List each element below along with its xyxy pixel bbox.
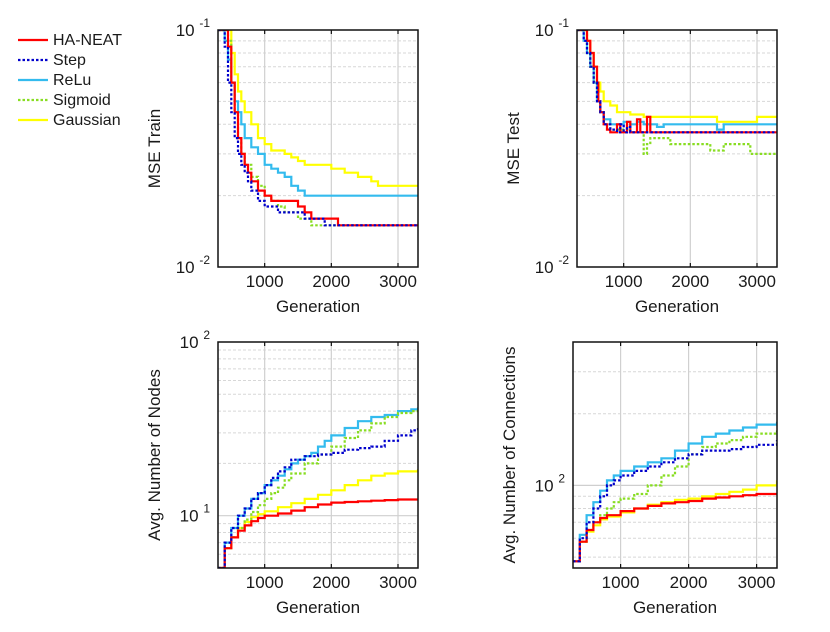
axes-frame xyxy=(576,29,778,268)
y-tick-label: 10 -1 xyxy=(535,16,570,40)
series-line-relu xyxy=(577,30,777,131)
x-tick-label: 2000 xyxy=(671,272,709,291)
x-tick-label: 1000 xyxy=(602,573,640,592)
legend: HA-NEAT Step ReLu Sigmoid Gaussian xyxy=(18,32,122,129)
x-tick-label: 3000 xyxy=(738,272,776,291)
x-tick-label: 3000 xyxy=(379,573,417,592)
x-axis-label: Generation xyxy=(635,297,719,316)
x-tick-label: 2000 xyxy=(312,573,350,592)
y-tick-exponent: -2 xyxy=(199,253,210,267)
series-line-relu xyxy=(218,407,418,568)
y-tick-label: 10 -2 xyxy=(176,253,211,277)
series-line-sigmoid xyxy=(218,409,418,568)
x-tick-label: 3000 xyxy=(738,573,776,592)
x-axis-label: Generation xyxy=(276,297,360,316)
legend-label-relu: ReLu xyxy=(53,72,91,89)
y-axis-label: Avg. Number of Nodes xyxy=(145,369,164,541)
series-line-gaussian xyxy=(573,480,777,563)
y-tick-exponent: 2 xyxy=(558,471,565,485)
axes-frame xyxy=(217,29,419,268)
y-tick-exponent: 1 xyxy=(203,502,210,516)
avg-connections-plot: 1000 2000 3000 10 2 Generation Avg. Number of… xyxy=(500,341,778,617)
y-tick-label: 10 -1 xyxy=(176,16,211,40)
series-line-ha-neat xyxy=(573,492,777,563)
series-line-ha-neat xyxy=(218,30,418,227)
x-tick-label: 2000 xyxy=(312,272,350,291)
x-tick-label: 2000 xyxy=(670,573,708,592)
x-tick-label: 1000 xyxy=(605,272,643,291)
y-tick-exponent: -2 xyxy=(558,253,569,267)
y-tick-label: 10 1 xyxy=(180,502,211,526)
y-tick-label: 10 2 xyxy=(535,471,566,495)
y-tick-base: 10 xyxy=(535,476,559,495)
y-axis-label: MSE Test xyxy=(504,112,523,185)
legend-label-step: Step xyxy=(53,52,86,69)
series-line-gaussian xyxy=(577,30,777,123)
axes-frame xyxy=(572,341,778,569)
y-tick-label: 10 2 xyxy=(180,328,211,352)
x-tick-label: 3000 xyxy=(379,272,417,291)
y-axis-label: MSE Train xyxy=(145,109,164,188)
y-tick-base: 10 xyxy=(180,507,204,526)
x-axis-label: Generation xyxy=(633,598,717,617)
y-tick-base: 10 xyxy=(535,21,559,40)
series-line-step xyxy=(218,428,418,568)
series-line-step xyxy=(218,30,418,227)
series-line-sigmoid xyxy=(577,30,777,155)
y-tick-exponent: 2 xyxy=(203,328,210,342)
series-line-relu xyxy=(573,421,777,563)
series-line-gaussian xyxy=(218,30,418,187)
y-tick-base: 10 xyxy=(180,333,204,352)
x-tick-label: 1000 xyxy=(246,272,284,291)
y-tick-base: 10 xyxy=(535,258,559,277)
x-axis-label: Generation xyxy=(276,598,360,617)
series-line-step xyxy=(573,440,777,563)
y-tick-base: 10 xyxy=(176,21,200,40)
x-tick-label: 1000 xyxy=(246,573,284,592)
y-tick-exponent: -1 xyxy=(558,16,569,30)
y-tick-base: 10 xyxy=(176,258,200,277)
legend-label-ha-neat: HA-NEAT xyxy=(53,32,122,49)
y-axis-label: Avg. Number of Connections xyxy=(500,346,519,563)
axes-frame xyxy=(217,341,419,569)
legend-label-sigmoid: Sigmoid xyxy=(53,92,111,109)
series-line-step xyxy=(577,30,777,134)
legend-label-gaussian: Gaussian xyxy=(53,112,121,129)
series-line-ha-neat xyxy=(218,498,418,568)
y-tick-label: 10 -2 xyxy=(535,253,570,277)
y-tick-exponent: -1 xyxy=(199,16,210,30)
